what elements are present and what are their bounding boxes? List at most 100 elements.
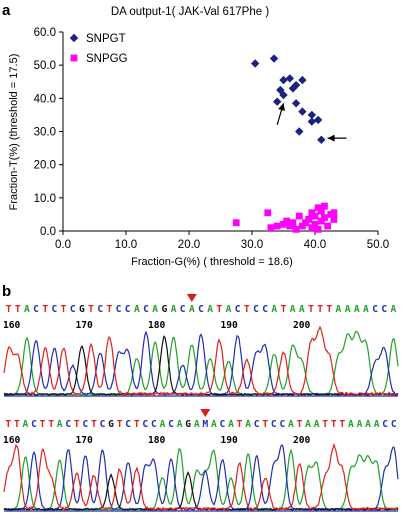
position-label: 170 — [76, 320, 94, 331]
base-letter: A — [152, 304, 158, 315]
base-letter: A — [226, 304, 232, 315]
base-letter: C — [382, 419, 388, 430]
position-label: 200 — [293, 320, 311, 331]
base-letter: C — [33, 304, 39, 315]
base-letter: G — [161, 304, 167, 315]
base-letter: T — [262, 419, 268, 430]
base-letter: T — [74, 419, 80, 430]
legend: SNPGT SNPGG — [69, 33, 128, 65]
base-letter: A — [23, 419, 29, 430]
data-point-snpgt — [288, 84, 298, 93]
legend-label-snpgg: SNPGG — [86, 53, 128, 65]
base-letter: C — [372, 304, 378, 315]
base-letter: T — [88, 304, 94, 315]
base-letter: T — [6, 304, 12, 315]
base-letter: A — [299, 304, 305, 315]
base-letter: T — [317, 304, 323, 315]
base-letter: C — [235, 304, 241, 315]
position-label: 200 — [293, 435, 311, 446]
y-tick-label: 30.0 — [34, 127, 56, 139]
data-point-snpgt — [317, 135, 326, 144]
data-point-snpgg — [305, 215, 313, 223]
base-letter: C — [220, 419, 226, 430]
base-letter: C — [151, 419, 157, 430]
data-point-snpgg — [283, 217, 291, 225]
base-letter: A — [177, 419, 183, 430]
base-letter: T — [339, 419, 345, 430]
data-point-snpgg — [311, 220, 319, 228]
base-letter: C — [271, 419, 277, 430]
data-point-snpgg — [295, 212, 303, 220]
base-letter: C — [65, 419, 71, 430]
data-point-snpgt — [313, 115, 323, 125]
base-letter: A — [134, 304, 140, 315]
chart-title: DA output-1( JAK-Val 617Phe ) — [111, 6, 269, 18]
base-letter: A — [228, 419, 234, 430]
data-point-snpgg — [273, 222, 281, 230]
base-letter: T — [14, 419, 20, 430]
base-letter: T — [91, 419, 97, 430]
position-marker-icon — [200, 409, 211, 417]
trace-a — [3, 448, 399, 511]
base-letter: A — [357, 419, 363, 430]
base-letter: C — [168, 419, 174, 430]
base-letter: T — [61, 304, 67, 315]
axes: 0.0 10.0 20.0 30.0 40.0 50.0 60.0 0.0 10.0 20.0 30… — [34, 27, 390, 251]
base-letter: A — [345, 304, 351, 315]
base-letter: C — [142, 419, 148, 430]
y-axis-label: Fraction-T(%) (threshold = 17.5) — [8, 54, 20, 211]
data-points — [232, 54, 338, 233]
data-point-snpgt — [273, 97, 282, 106]
x-tick-label: 20.0 — [178, 239, 200, 251]
trace-g — [4, 335, 399, 397]
base-letter: C — [254, 419, 260, 430]
trace-t — [3, 442, 399, 512]
base-letter: T — [237, 419, 243, 430]
base-letter: A — [314, 419, 320, 430]
base-letter: A — [290, 304, 296, 315]
position-label: 160 — [3, 320, 21, 331]
base-letter: T — [308, 304, 314, 315]
base-letter: C — [125, 304, 131, 315]
base-letter: C — [116, 304, 122, 315]
base-letter: T — [326, 304, 332, 315]
base-letter: A — [207, 304, 213, 315]
base-letter: T — [297, 419, 303, 430]
base-letter: A — [245, 419, 251, 430]
base-letter: A — [365, 419, 371, 430]
annotation-arrow — [327, 134, 347, 142]
y-tick-label: 20.0 — [34, 160, 56, 172]
base-letter: C — [262, 304, 268, 315]
base-letter: A — [288, 419, 294, 430]
data-point-snpgt — [295, 127, 304, 136]
data-point-snpgt — [298, 75, 307, 85]
trace-a — [3, 330, 399, 396]
data-point-snpgt — [307, 110, 317, 120]
base-letter: G — [108, 419, 114, 430]
base-letter: A — [189, 304, 195, 315]
trace-c — [3, 330, 399, 396]
base-letter: A — [336, 304, 342, 315]
data-point-snpgg — [330, 215, 338, 223]
base-letter: A — [171, 304, 177, 315]
data-point-snpgt — [279, 75, 288, 85]
base-letter: C — [143, 304, 149, 315]
base-letter: A — [374, 419, 380, 430]
position-marker-icon — [186, 294, 197, 302]
base-letter: C — [180, 304, 186, 315]
base-letter: T — [281, 304, 287, 315]
base-letter: A — [271, 304, 277, 315]
base-letter: T — [42, 304, 48, 315]
base-letter: C — [253, 304, 259, 315]
legend-label-snpgt: SNPGT — [86, 33, 126, 45]
base-letter: C — [391, 419, 397, 430]
base-letter: A — [24, 304, 30, 315]
data-point-snpgg — [321, 214, 328, 222]
base-letter: A — [363, 304, 369, 315]
position-label: 190 — [221, 435, 239, 446]
base-letter: T — [106, 304, 112, 315]
base-letter: T — [331, 419, 337, 430]
x-tick-label: 10.0 — [115, 239, 137, 251]
